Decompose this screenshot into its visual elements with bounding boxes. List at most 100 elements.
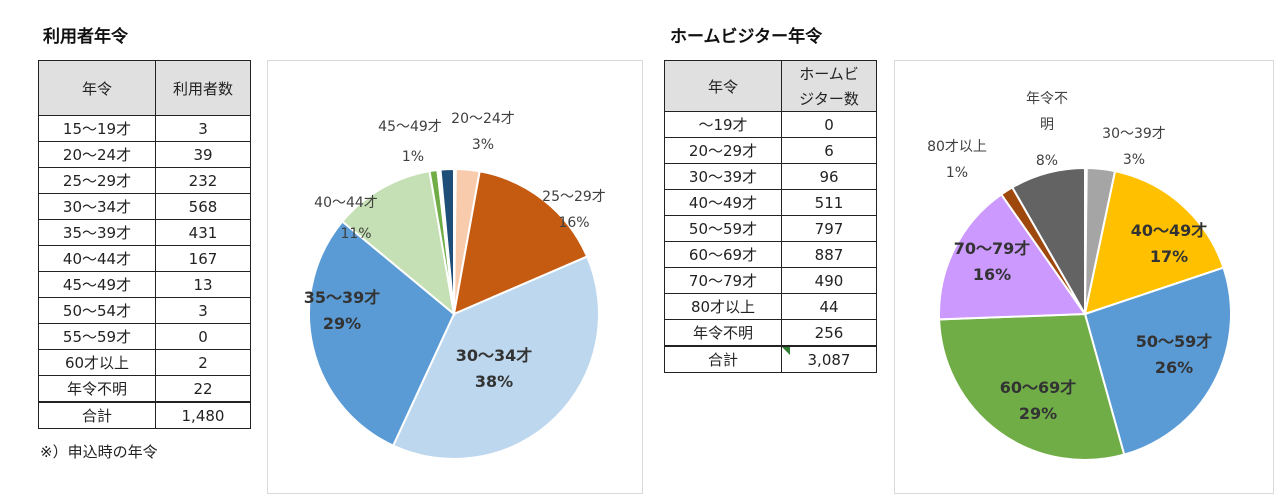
age-cell: 50〜59才 — [664, 215, 782, 242]
slice-percent: 16% — [558, 215, 589, 231]
table-row: 30〜34才 568 — [38, 193, 251, 220]
slice-percent: 16% — [973, 265, 1011, 284]
total-value: 1,480 — [155, 401, 251, 429]
table-row: 40〜44才 167 — [38, 245, 251, 272]
slice-percent: 3% — [1123, 152, 1145, 168]
slice-label: 30〜39才 — [1102, 126, 1166, 142]
home-visitor-age-pie-chart: 30〜39才 3% 40〜49才 17% 50〜59才 26% 60〜69才 29% 70〜79… — [927, 91, 1232, 461]
age-cell: 25〜29才 — [38, 167, 156, 194]
count-cell: 3 — [155, 297, 251, 324]
slice-label: 40〜44才 — [314, 195, 378, 211]
age-cell: 70〜79才 — [664, 267, 782, 294]
table-row: 年令不明 256 — [664, 319, 877, 347]
age-cell: 60〜69才 — [664, 241, 782, 268]
count-cell: 6 — [781, 137, 877, 164]
count-cell: 568 — [155, 193, 251, 220]
table-row: 55〜59才 0 — [38, 323, 251, 350]
pie-slice — [1010, 166, 1086, 318]
pie-slice — [938, 192, 1087, 321]
count-cell: 96 — [781, 163, 877, 190]
col-header-users: 利用者数 — [155, 60, 251, 116]
col-header-visitors-line2: ジター数 — [781, 86, 877, 112]
col-header-age: 年令 — [38, 60, 156, 116]
slice-label: 45〜49才 — [378, 119, 442, 135]
slice-percent: 1% — [402, 149, 424, 165]
home-visitor-age-title: ホームビジター年令 — [670, 27, 823, 47]
age-cell: 30〜34才 — [38, 193, 156, 220]
age-cell: 60才以上 — [38, 349, 156, 376]
age-cell: 20〜29才 — [664, 137, 782, 164]
table-row: 50〜54才 3 — [38, 297, 251, 324]
age-cell: 50〜54才 — [38, 297, 156, 324]
age-cell: 55〜59才 — [38, 323, 156, 350]
slice-label: 80才以上 — [927, 139, 987, 155]
total-row: 合計 1,480 — [38, 401, 251, 429]
pie-slice — [439, 167, 455, 315]
age-cell: 年令不明 — [38, 375, 156, 403]
table-row: 30〜39才 96 — [664, 163, 877, 190]
cell-error-marker — [782, 347, 790, 355]
total-label: 合計 — [38, 401, 156, 429]
table-row: 50〜59才 797 — [664, 215, 877, 242]
col-header-visitors-line1: ホームビ — [781, 60, 877, 86]
slice-label: 明 — [1040, 117, 1054, 133]
count-cell: 431 — [155, 219, 251, 246]
count-cell: 2 — [155, 349, 251, 376]
table-row: 25〜29才 232 — [38, 167, 251, 194]
age-cell: 80才以上 — [664, 293, 782, 320]
table-row: 60才以上 2 — [38, 349, 251, 376]
users-age-table: 年令 利用者数 15〜19才 3 20〜24才 39 25〜29才 232 30〜34才 56… — [38, 60, 251, 429]
slice-label: 60〜69才 — [1000, 378, 1077, 397]
users-age-pie-chart: 20〜24才 3% 25〜29才 16% 30〜34才 38% 35〜39才 29% 40〜44… — [304, 111, 606, 460]
count-cell: 3 — [155, 115, 251, 142]
pie-slice — [1083, 266, 1232, 456]
slice-percent: 17% — [1150, 247, 1188, 266]
home-visitor-age-table: 年令 ホームビ ジター数 〜19才 0 20〜29才 6 30〜39才 96 40〜49才 5… — [664, 60, 877, 373]
table-row: 60〜69才 887 — [664, 241, 877, 268]
table-row: 20〜24才 39 — [38, 141, 251, 168]
table-row: 年令不明 22 — [38, 375, 251, 403]
age-cell: 40〜49才 — [664, 189, 782, 216]
slice-label: 25〜29才 — [542, 189, 606, 205]
count-cell: 0 — [155, 323, 251, 350]
pie-slice — [340, 169, 456, 317]
slice-label: 35〜39才 — [304, 288, 381, 307]
col-header-age: 年令 — [664, 60, 782, 112]
count-cell: 0 — [781, 111, 877, 138]
count-cell: 887 — [781, 241, 877, 268]
slice-percent: 11% — [340, 226, 371, 242]
table-row: 20〜29才 6 — [664, 137, 877, 164]
count-cell: 13 — [155, 271, 251, 298]
pie-slice — [308, 220, 456, 447]
pie-slice — [938, 312, 1126, 461]
count-cell: 490 — [781, 267, 877, 294]
table-row: 15〜19才 3 — [38, 115, 251, 142]
slice-label: 30〜34才 — [456, 346, 533, 365]
table-row: 70〜79才 490 — [664, 267, 877, 294]
count-cell: 797 — [781, 215, 877, 242]
users-age-chart-panel: 20〜24才 3% 25〜29才 16% 30〜34才 38% 35〜39才 29% 40〜44… — [267, 60, 643, 494]
age-cell: 35〜39才 — [38, 219, 156, 246]
count-cell: 256 — [781, 319, 877, 347]
age-cell: 30〜39才 — [664, 163, 782, 190]
age-cell: 40〜44才 — [38, 245, 156, 272]
age-cell: 15〜19才 — [38, 115, 156, 142]
slice-percent: 29% — [1019, 404, 1057, 423]
age-cell: 年令不明 — [664, 319, 782, 347]
age-cell: 〜19才 — [664, 111, 782, 138]
age-cell: 20〜24才 — [38, 141, 156, 168]
slice-percent: 29% — [323, 314, 361, 333]
count-cell: 22 — [155, 375, 251, 403]
table-row: 45〜49才 13 — [38, 271, 251, 298]
total-value: 3,087 — [781, 345, 877, 373]
table-row: 40〜49才 511 — [664, 189, 877, 216]
total-row: 合計 3,087 — [664, 345, 877, 373]
slice-label: 20〜24才 — [451, 111, 515, 127]
slice-label: 70〜79才 — [954, 239, 1031, 258]
total-label: 合計 — [664, 345, 782, 373]
table-row: 〜19才 0 — [664, 111, 877, 138]
count-cell: 39 — [155, 141, 251, 168]
pie-slice — [391, 255, 600, 460]
table-row: 35〜39才 431 — [38, 219, 251, 246]
slice-percent: 38% — [475, 372, 513, 391]
